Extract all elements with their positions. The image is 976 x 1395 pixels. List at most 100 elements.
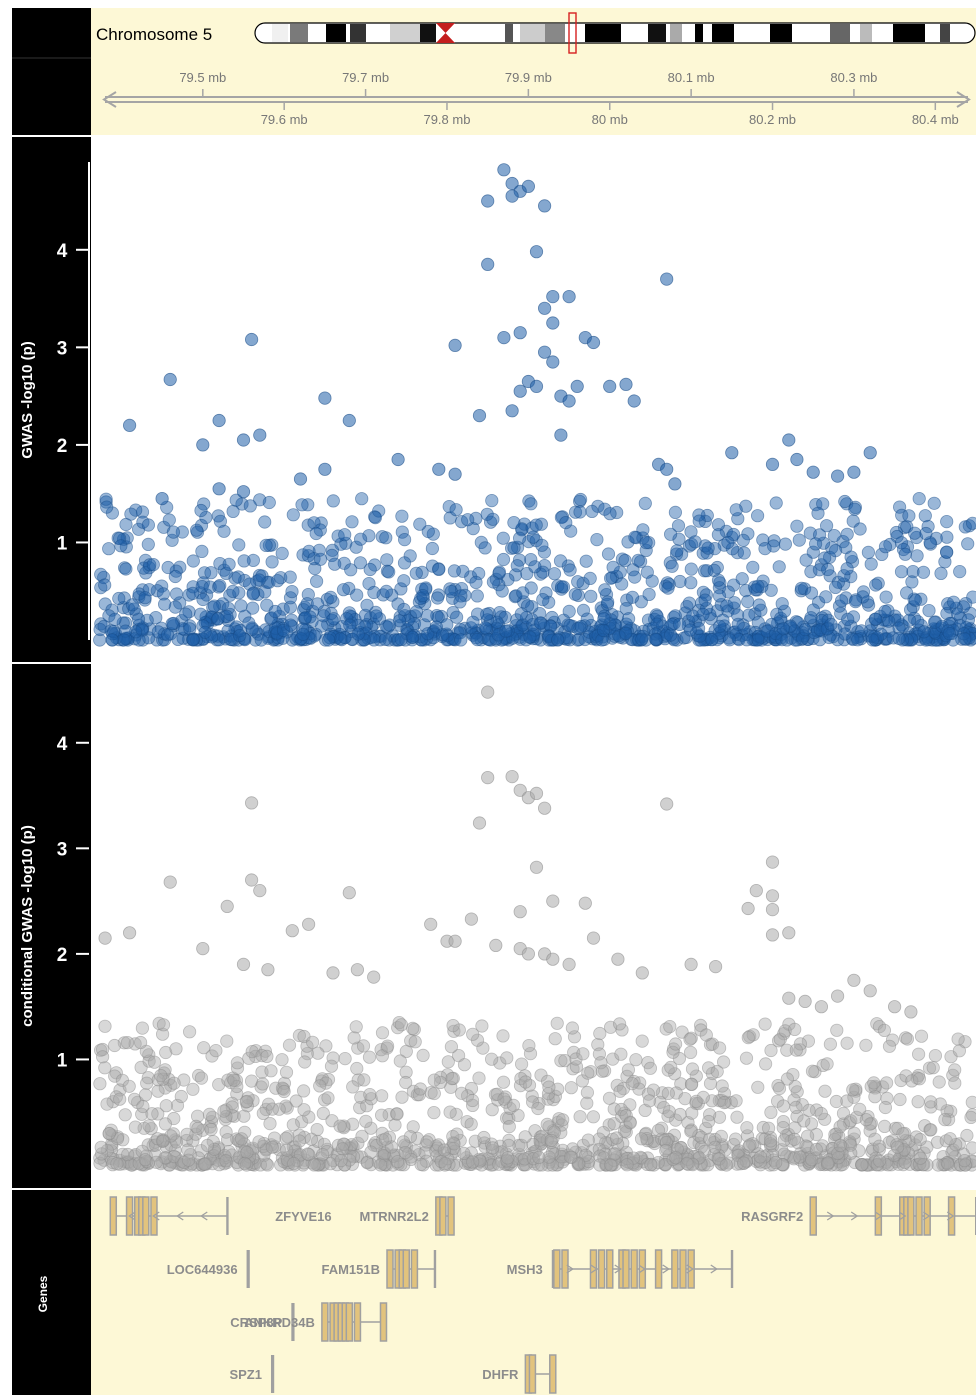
gene-exon [597,1249,606,1289]
snp-point [246,601,260,615]
gene-exon [439,1196,447,1236]
snp-point [245,873,259,887]
snp-point [619,626,633,641]
snp-point [741,901,755,916]
snp-point [328,557,342,571]
snp-point [397,602,411,617]
snp-point [715,1079,729,1093]
snp-point [96,1050,110,1064]
snp-point [279,1099,293,1113]
snp-point [782,926,796,940]
snp-point [362,529,376,543]
snp-point [108,1038,122,1053]
snp-point [821,562,835,577]
snp-point [378,1132,393,1146]
snp-point [499,624,513,638]
snp-point [419,632,434,646]
snp-point [576,603,591,618]
snp-point [253,428,267,442]
snp-point [132,522,146,536]
snp-point [546,316,560,330]
snp-point [758,1017,772,1031]
snp-point [470,589,484,603]
snp-point [579,554,593,568]
snp-point [513,326,527,340]
snp-point [951,607,965,621]
snp-point [913,1132,927,1147]
snp-point [313,552,328,566]
snp-point [878,1100,893,1115]
snp-point [878,604,892,619]
snp-point [887,1000,902,1014]
snp-point [585,504,599,518]
snp-point [751,633,765,647]
snp-point [349,1020,363,1034]
snp-point [524,497,538,511]
snp-point [301,917,316,931]
snp-point [684,562,698,576]
snp-point [633,554,648,569]
snp-point [741,1031,755,1045]
snp-point [373,1158,388,1172]
snp-point [790,519,804,533]
snp-point [212,633,226,647]
snp-point [342,886,356,900]
snp-point [847,465,861,479]
snp-point [748,583,763,597]
snp-point [230,1056,244,1070]
snp-point [363,1088,377,1102]
snp-point [343,618,357,632]
snp-point [446,1018,460,1033]
snp-point [553,554,568,568]
snp-point [699,1028,713,1042]
gene-exon [447,1196,455,1236]
snp-point [186,1082,200,1096]
snp-point [603,571,618,585]
snp-point [138,591,152,605]
snp-point [465,1093,480,1108]
snp-point [135,1021,149,1035]
snp-point [397,556,412,570]
snp-point [362,1050,377,1064]
ideogram-track: Chromosome 5 79.5 mb 79.7 mb 79.9 mb 80.1 m… [12,8,976,135]
snp-point [563,563,577,577]
snp-point [265,555,279,569]
snp-point [142,583,156,597]
snp-point [159,1099,173,1113]
snp-point [262,575,276,589]
snp-point [301,1147,315,1161]
y-tick-label: 4 [57,241,68,262]
snp-point [146,557,160,572]
snp-point [828,543,843,558]
snp-point [586,931,601,945]
snp-point [893,1092,907,1107]
snp-point [327,612,341,626]
snp-point [732,632,746,647]
snp-point [613,1084,627,1098]
ideogram-band [326,24,346,42]
snp-point [731,617,745,631]
snp-point [818,551,832,565]
snp-point [668,477,682,491]
snp-point [470,632,484,647]
snp-point [911,1047,926,1061]
snp-point [601,547,616,561]
conditional-panel: conditional GWAS -log10 (p) 1 2 3 4 [12,664,976,1188]
snp-point [829,1094,844,1109]
snp-point [489,631,503,646]
axis-tick-label: 79.9 mb [505,70,552,85]
snp-point [121,1147,135,1162]
ideogram-band [860,24,872,42]
snp-point [823,1037,838,1051]
snp-point [498,1090,512,1104]
conditional-y-axis-label: conditional GWAS -log10 (p) [19,825,36,1027]
snp-point [414,1157,428,1172]
snp-point [581,1066,595,1080]
snp-point [276,623,291,638]
axis-tick-label: 79.7 mb [342,70,389,85]
snp-point [824,617,838,632]
genomic-axis: 79.5 mb 79.7 mb 79.9 mb 80.1 mb 80.3 mb 79.6 … [102,70,971,127]
snp-point [958,632,972,646]
snp-point [755,579,769,594]
